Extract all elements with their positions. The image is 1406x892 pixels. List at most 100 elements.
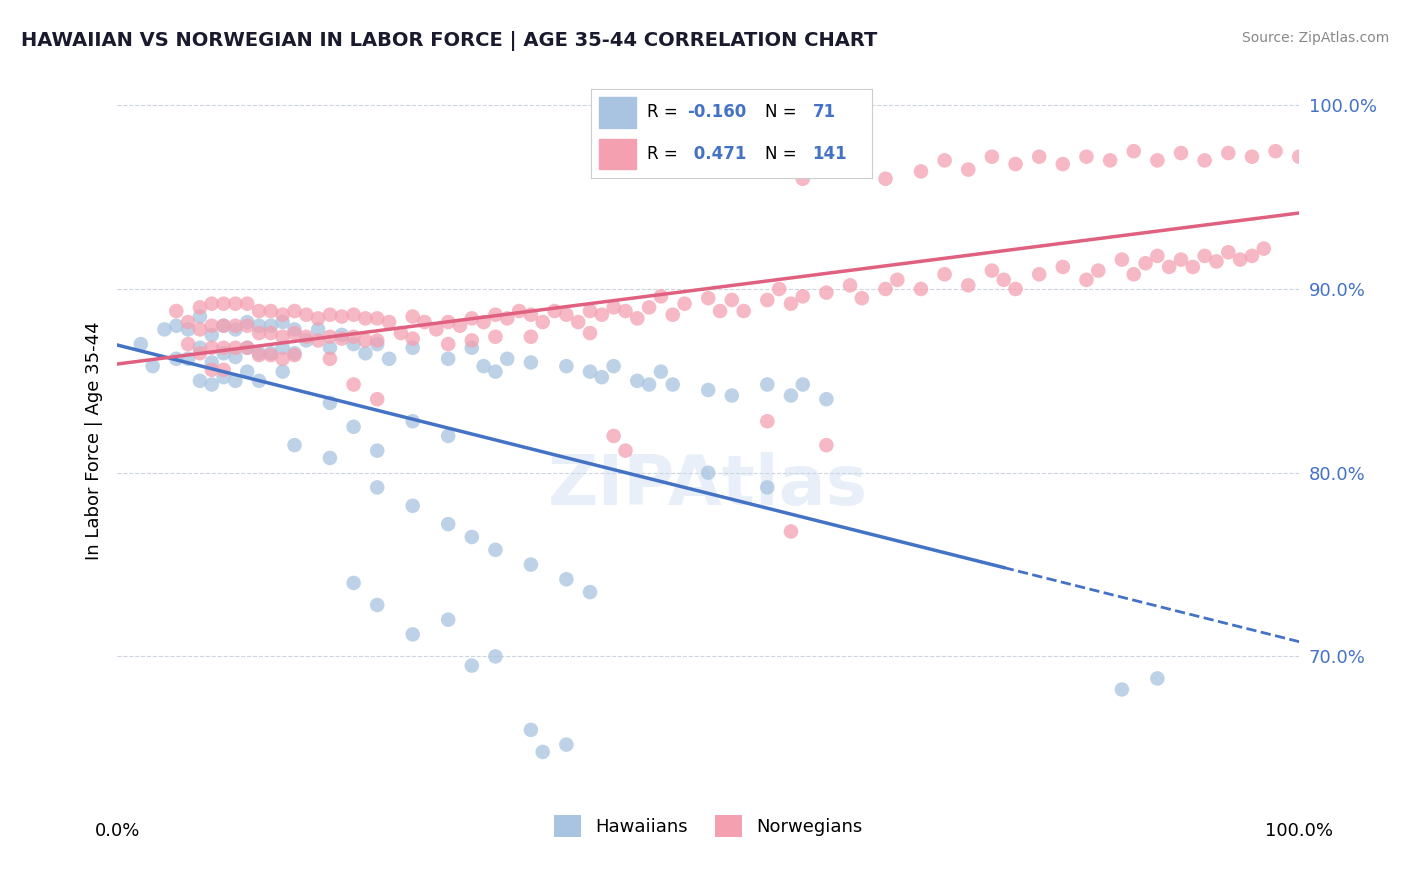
Point <box>366 598 388 612</box>
Text: HAWAIIAN VS NORWEGIAN IN LABOR FORCE | AGE 35-44 CORRELATION CHART: HAWAIIAN VS NORWEGIAN IN LABOR FORCE | A… <box>21 31 877 51</box>
Point <box>650 289 672 303</box>
Point <box>697 466 720 480</box>
Text: R =: R = <box>647 103 683 121</box>
Point <box>555 738 578 752</box>
Point <box>756 480 779 494</box>
Point <box>756 293 779 307</box>
Point <box>886 273 908 287</box>
Point <box>768 282 790 296</box>
Point <box>295 308 318 322</box>
Point <box>591 370 613 384</box>
Point <box>236 365 259 379</box>
Point <box>188 301 211 315</box>
Point <box>188 341 211 355</box>
Point <box>980 263 1002 277</box>
Point <box>661 377 683 392</box>
Point <box>201 377 224 392</box>
Point <box>224 318 246 333</box>
Point <box>449 318 471 333</box>
Point <box>508 304 530 318</box>
Point <box>307 322 329 336</box>
Text: 71: 71 <box>813 103 835 121</box>
Point <box>354 346 377 360</box>
Legend: Hawaiians, Norwegians: Hawaiians, Norwegians <box>547 808 870 845</box>
Point <box>721 293 744 307</box>
Point <box>295 330 318 344</box>
Point <box>283 304 305 318</box>
Point <box>1181 260 1204 274</box>
Point <box>260 304 283 318</box>
Text: 141: 141 <box>813 145 848 163</box>
Point <box>792 377 814 392</box>
Point <box>330 310 353 324</box>
Point <box>330 332 353 346</box>
Point <box>283 326 305 340</box>
Point <box>1111 252 1133 267</box>
Point <box>236 341 259 355</box>
Point <box>342 330 364 344</box>
Point <box>402 499 425 513</box>
Point <box>236 318 259 333</box>
Point <box>531 745 554 759</box>
Point <box>484 365 506 379</box>
Point <box>1146 153 1168 168</box>
Point <box>307 311 329 326</box>
Point <box>1122 144 1144 158</box>
Point <box>212 318 235 333</box>
Point <box>875 282 897 296</box>
Point <box>437 315 460 329</box>
Point <box>425 322 447 336</box>
Point <box>602 429 624 443</box>
Point <box>614 443 637 458</box>
Point <box>342 308 364 322</box>
Point <box>212 346 235 360</box>
Point <box>661 308 683 322</box>
Point <box>1229 252 1251 267</box>
Point <box>1028 267 1050 281</box>
Point <box>1076 150 1098 164</box>
Y-axis label: In Labor Force | Age 35-44: In Labor Force | Age 35-44 <box>86 321 103 560</box>
Point <box>461 341 484 355</box>
Point <box>520 308 543 322</box>
Point <box>224 341 246 355</box>
Point <box>1028 150 1050 164</box>
Point <box>201 363 224 377</box>
Point <box>247 346 270 360</box>
Point <box>520 558 543 572</box>
Point <box>247 304 270 318</box>
Point <box>1076 273 1098 287</box>
Point <box>851 291 873 305</box>
Point <box>378 351 401 366</box>
Point <box>271 341 294 355</box>
Point <box>224 374 246 388</box>
Text: Source: ZipAtlas.com: Source: ZipAtlas.com <box>1241 31 1389 45</box>
Point <box>1218 146 1240 161</box>
Point <box>638 301 661 315</box>
Point <box>993 273 1015 287</box>
Point <box>319 341 342 355</box>
Point <box>638 377 661 392</box>
Point <box>780 524 803 539</box>
Point <box>177 315 200 329</box>
Point <box>437 613 460 627</box>
Point <box>212 318 235 333</box>
Point <box>815 438 838 452</box>
Point <box>271 365 294 379</box>
Point <box>472 359 495 373</box>
Point <box>402 332 425 346</box>
Point <box>260 346 283 360</box>
Point <box>555 359 578 373</box>
Point <box>555 572 578 586</box>
Point <box>366 443 388 458</box>
Point <box>342 377 364 392</box>
Point <box>626 311 648 326</box>
Point <box>366 334 388 348</box>
Point <box>579 326 602 340</box>
Point <box>260 318 283 333</box>
Text: -0.160: -0.160 <box>688 103 747 121</box>
Text: ZIPAtlas: ZIPAtlas <box>548 451 869 518</box>
Point <box>212 341 235 355</box>
Point <box>402 627 425 641</box>
Point <box>283 348 305 362</box>
Point <box>366 337 388 351</box>
